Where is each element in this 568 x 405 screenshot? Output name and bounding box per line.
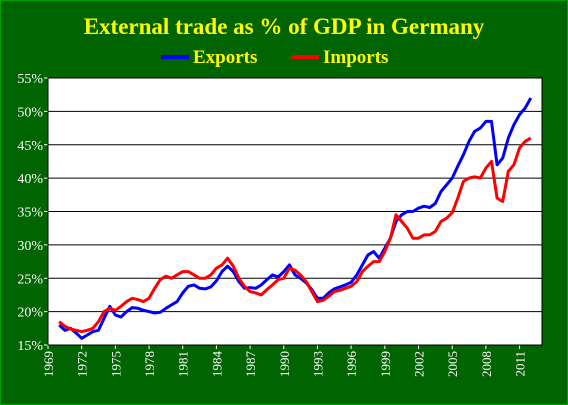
legend: Exports Imports xyxy=(161,47,388,68)
plot-border xyxy=(47,77,543,346)
legend-label-exports: Exports xyxy=(193,47,257,68)
x-tick-label: 1990 xyxy=(277,351,292,377)
x-tick-label: 2002 xyxy=(412,351,427,377)
x-tick-label: 1993 xyxy=(310,351,325,377)
y-tick-label: 50% xyxy=(17,105,43,120)
y-axis-ticks: 15% 20% 25% 30% 35% 40% 45% 50% 55% xyxy=(17,72,48,354)
x-tick-label: 2005 xyxy=(445,351,460,377)
y-tick-label: 35% xyxy=(17,206,43,221)
x-tick-label: 1978 xyxy=(142,351,157,377)
chart-title: External trade as % of GDP in Germany xyxy=(84,14,485,39)
x-tick-label: 1969 xyxy=(41,351,56,377)
y-tick-label: 25% xyxy=(17,272,43,287)
y-tick-label: 20% xyxy=(17,306,43,321)
x-tick-label: 1975 xyxy=(108,351,123,377)
x-tick-label: 1987 xyxy=(243,351,258,378)
x-tick-label: 2008 xyxy=(479,351,494,377)
x-axis-ticks: 1969 1972 1975 1978 1981 1984 1987 1990 1993 1996… xyxy=(41,345,528,377)
x-tick-label: 1999 xyxy=(378,351,393,377)
legend-label-imports: Imports xyxy=(323,47,388,68)
y-tick-label: 45% xyxy=(17,139,43,154)
x-tick-label: 1972 xyxy=(75,351,90,377)
x-tick-label: 1984 xyxy=(209,351,224,378)
x-tick-label: 1996 xyxy=(344,351,359,378)
y-tick-label: 40% xyxy=(17,172,43,187)
series-layer xyxy=(58,97,533,340)
y-tick-label: 55% xyxy=(17,72,43,87)
x-tick-label: 1981 xyxy=(176,351,191,377)
grid xyxy=(48,110,542,313)
x-tick-label: 2011 xyxy=(513,351,528,377)
series-line-imports xyxy=(58,136,532,334)
y-tick-label: 30% xyxy=(17,239,43,254)
y-tick-label: 15% xyxy=(17,339,43,354)
series-line-exports xyxy=(58,97,533,340)
